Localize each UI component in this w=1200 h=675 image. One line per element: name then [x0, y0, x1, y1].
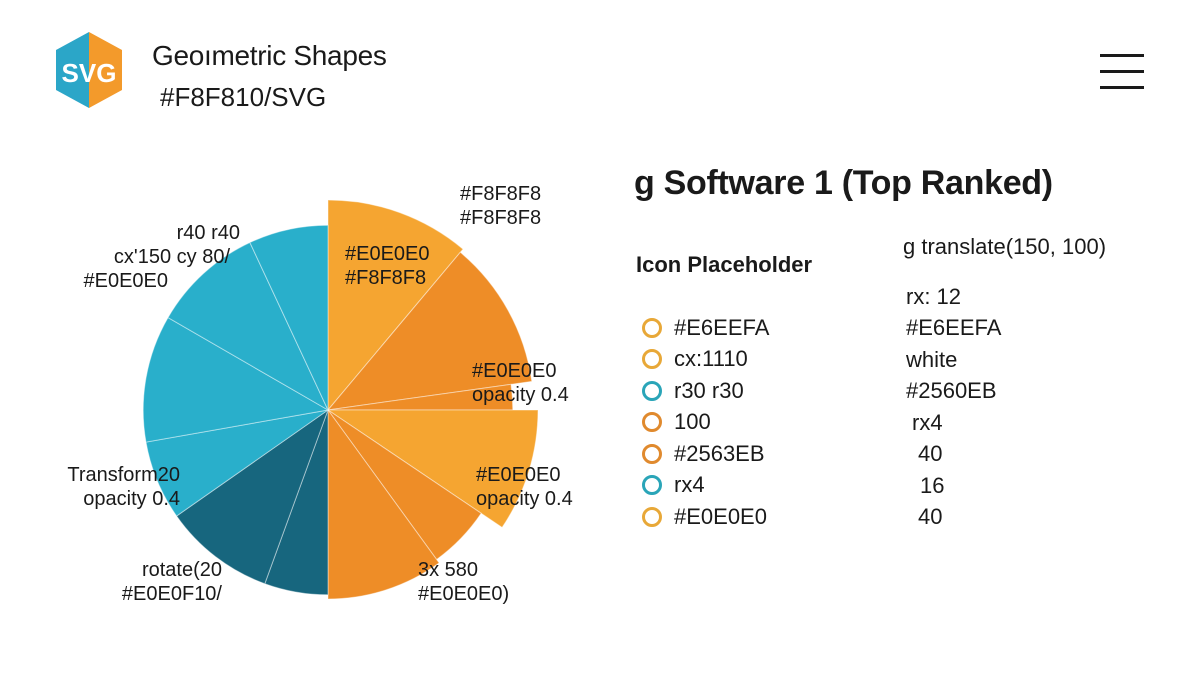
- ring-icon: [642, 506, 662, 527]
- ring-icon: [642, 412, 662, 433]
- legend-value: 40: [918, 504, 943, 529]
- legend-values: #E6EEFA white #2560EB rx4 40 16 40: [906, 312, 1001, 533]
- chart-slice-s10: [142, 316, 330, 443]
- legend-label: 100: [674, 409, 711, 435]
- logo-right-face: [89, 32, 122, 108]
- legend-item: rx4: [642, 470, 769, 502]
- annotation-line: rotate(20: [141, 559, 222, 581]
- menu-bar: [1100, 86, 1144, 89]
- annotation-line: r40 r40: [176, 222, 240, 244]
- chart-annotation: Transform20 opacity 0.4: [50, 463, 180, 511]
- app-title: Geoımetric Shapes: [152, 40, 387, 71]
- legend-value: 16: [920, 472, 945, 498]
- annotation-line: opacity 0.4: [472, 384, 569, 406]
- ring-icon: [642, 317, 662, 338]
- chart-annotation: r40 r40 cx'150 cy 80/ #E0E0E0: [40, 221, 240, 293]
- legend-item: #E6EEFA: [642, 312, 769, 344]
- annotation-line: #F8F8F8: [345, 267, 427, 289]
- legend-label: r30 r30: [674, 377, 744, 403]
- logo-text: SVG: [62, 58, 117, 88]
- chart-annotation: #E0E0E0 opacity 0.4: [476, 463, 573, 511]
- svg-logo: SVG: [56, 32, 122, 108]
- legend-label: cx:1110: [674, 346, 748, 372]
- legend-label: rx4: [674, 472, 705, 498]
- panel-title: g Software 1 (Top Ranked): [634, 164, 1053, 202]
- legend-label: #2563EB: [674, 440, 765, 466]
- annotation-line: Transform20: [67, 464, 180, 486]
- legend-item: cx:1110: [642, 344, 769, 376]
- ring-icon: [642, 475, 662, 496]
- annotation-line: #F8F8F8: [460, 207, 542, 229]
- logo-left-face: [56, 32, 89, 108]
- chart-slice-s3: [327, 383, 514, 411]
- chart-slice-s8: [175, 408, 330, 585]
- annotation-line: opacity 0.4: [476, 488, 573, 510]
- chart-slice-s2: [326, 251, 533, 411]
- annotation-line: #E0E0E0): [418, 583, 510, 605]
- chart-slice-s5: [327, 409, 482, 561]
- legend-label: #E0E0E0: [674, 503, 767, 529]
- legend-label: #E6EEFA: [674, 314, 770, 340]
- app-subtitle: #F8F810/SVG: [160, 82, 327, 112]
- annotation-line: #E0E0E0: [345, 243, 430, 265]
- icon-placeholder-heading: Icon Placeholder: [636, 252, 813, 277]
- chart-slice-s9: [145, 409, 329, 517]
- annotation-line: #E0E0F10/: [121, 583, 222, 605]
- legend: #E6EEFA cx:1110 r30 r30 100 #2563EB rx4 …: [642, 312, 769, 533]
- legend-value: #2560EB: [906, 378, 997, 403]
- annotation-line: #E0E0E0: [476, 464, 561, 486]
- ring-icon: [642, 443, 662, 464]
- chart-annotation: #E0E0E0 opacity 0.4: [472, 359, 569, 407]
- annotation-line: #E0E0E0: [83, 270, 168, 292]
- menu-bar: [1100, 70, 1144, 73]
- chart-annotation: #E0E0E0 #F8F8F8: [345, 242, 430, 290]
- annotation-line: #E0E0E0: [472, 360, 557, 382]
- legend-item: r30 r30: [642, 375, 769, 407]
- polar-area-chart: [142, 199, 539, 600]
- chart-slice-s4: [326, 409, 539, 529]
- annotation-line: cx'150 cy 80/: [113, 246, 230, 268]
- chart-slice-s6: [327, 408, 440, 600]
- legend-value: rx4: [912, 409, 943, 435]
- legend-item: 100: [642, 407, 769, 439]
- chart-slice-s1: [327, 199, 464, 412]
- legend-item: #E0E0E0: [642, 501, 769, 533]
- hamburger-menu-icon[interactable]: [1100, 54, 1144, 90]
- menu-bar: [1100, 54, 1144, 57]
- chart-annotation: 3x 580 #E0E0E0): [418, 558, 509, 606]
- legend-value: #E6EEFA: [906, 315, 1002, 340]
- chart-slice-s12: [249, 224, 329, 411]
- chart-slice-s11: [167, 241, 330, 412]
- ring-icon: [642, 349, 662, 370]
- chart-annotation: rotate(20 #E0E0F10/: [112, 558, 222, 606]
- chart-annotation: #F8F8F8 #F8F8F8: [460, 182, 541, 230]
- annotation-line: 3x 580: [418, 559, 479, 581]
- chart-slice-s7: [264, 409, 329, 596]
- legend-value: 40: [918, 441, 943, 466]
- annotation-line: opacity 0.4: [83, 488, 180, 510]
- legend-value: white: [906, 346, 958, 372]
- legend-item: #2563EB: [642, 438, 769, 470]
- rx-label: rx: 12: [906, 284, 962, 309]
- annotation-line: #F8F8F8: [460, 183, 542, 205]
- ring-icon: [642, 380, 662, 401]
- translate-label: g translate(150, 100): [903, 234, 1107, 259]
